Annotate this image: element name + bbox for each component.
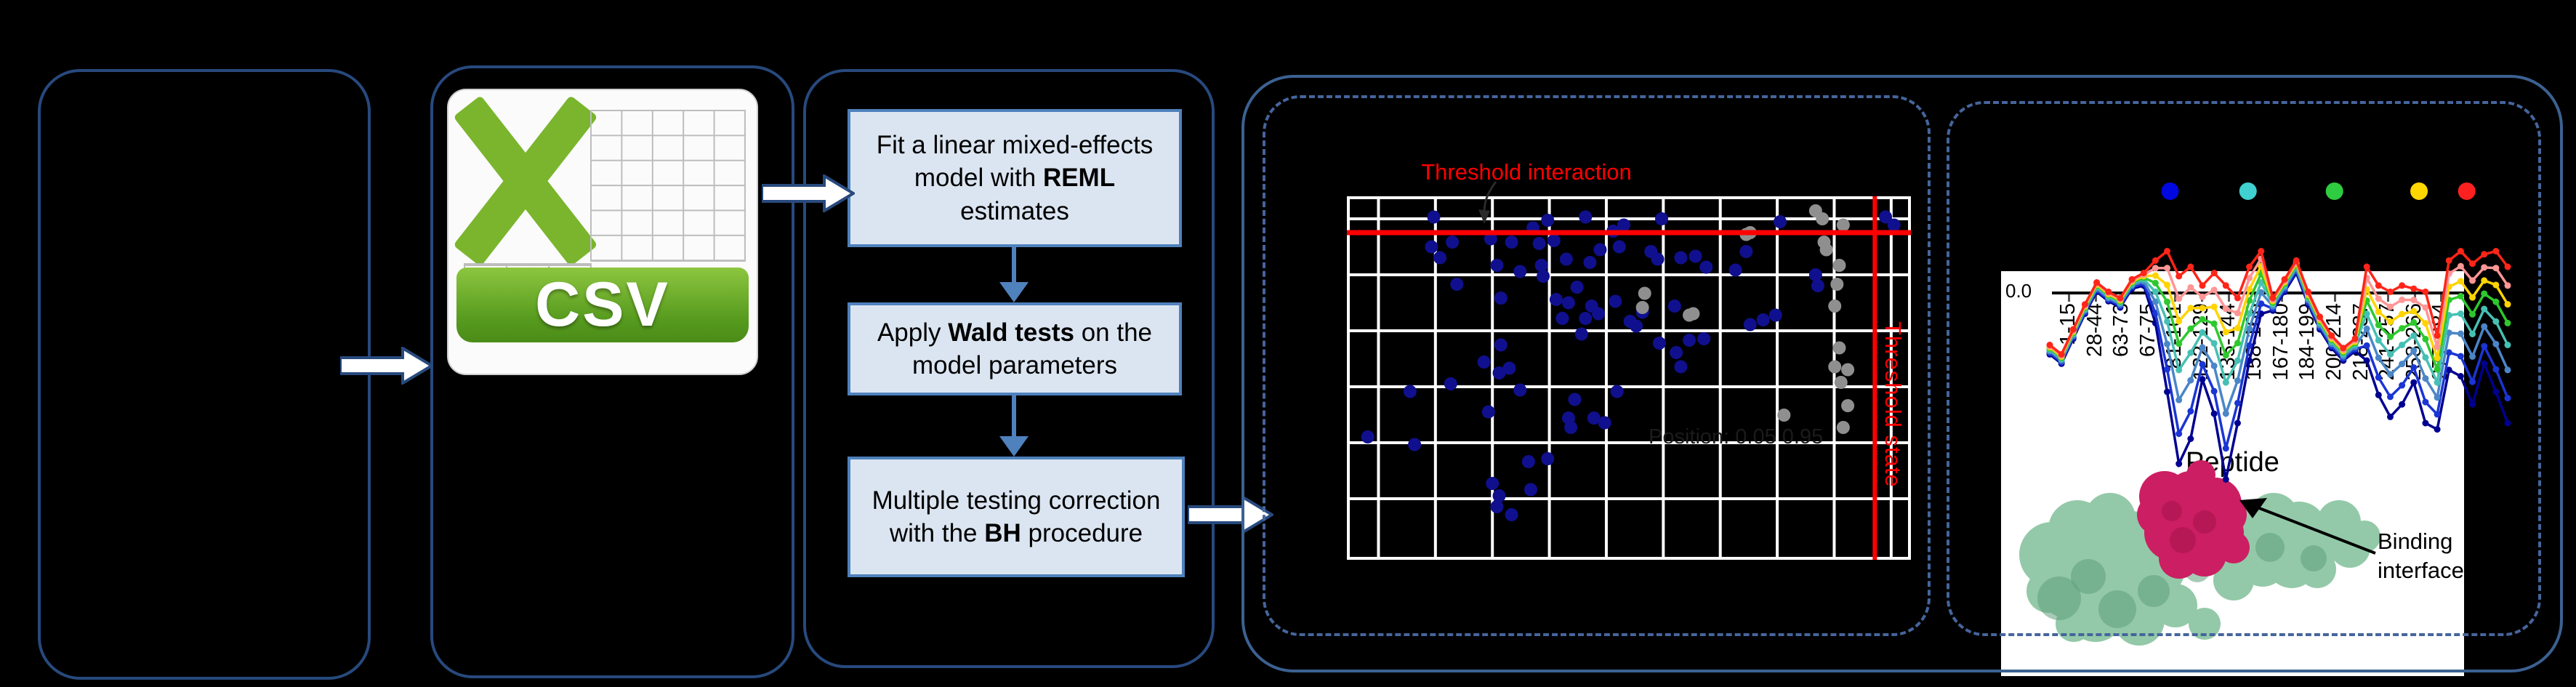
arrow-pipeline-to-results: [1188, 496, 1273, 534]
arrow-csv-to-pipeline: [762, 174, 855, 212]
axis-tick: [2387, 294, 2390, 302]
spreadsheet-grid-icon: [590, 110, 746, 262]
threshold-state-label: Threshold state: [1880, 321, 1906, 488]
deuterium-uptake-chart: [2042, 173, 2515, 486]
flow-connector-arrow: [1012, 247, 1016, 284]
arrow-input-to-csv: [340, 347, 433, 385]
scatter-legend: Position: 0.05 0.95: [1649, 425, 1824, 449]
flow-step-bh-correction: Multiple testing correction with the BH p…: [848, 457, 1185, 577]
axis-tick: [2094, 294, 2097, 302]
axis-tick: [2227, 294, 2230, 302]
axis-tick: [2174, 294, 2177, 302]
axis-tick: [2068, 294, 2070, 302]
csv-label: CSV: [535, 269, 670, 340]
flow-step-wald-tests: Apply Wald tests on the model parameters: [848, 302, 1182, 395]
flow-connector-arrow: [1012, 395, 1016, 438]
pipeline-panel: [803, 69, 1215, 668]
annotation-arrow-icon: [1478, 181, 1497, 224]
threshold-interaction-label: Threshold interaction: [1421, 159, 1632, 185]
input-panel: [38, 69, 371, 680]
y-axis-tick-label: 0.0: [2005, 280, 2032, 302]
csv-file-icon: CSV: [447, 89, 758, 375]
axis-tick: [2334, 294, 2336, 302]
excel-x-icon: [453, 95, 598, 267]
axis-tick: [2440, 294, 2443, 302]
flow-step-fit-model: Fit a linear mixed-effects model with RE…: [848, 109, 1182, 247]
csv-banner: CSV: [456, 267, 749, 343]
csv-panel: [430, 65, 794, 678]
peptide-figure: 0.0 1-15 28-44 63-73 67-75 81-101 122-129 135-…: [2001, 271, 2464, 676]
interaction-scatter-plot: [1347, 196, 1911, 560]
protein-structure-image: [2019, 460, 2380, 646]
binding-interface-label: Binding interface: [2378, 529, 2464, 584]
